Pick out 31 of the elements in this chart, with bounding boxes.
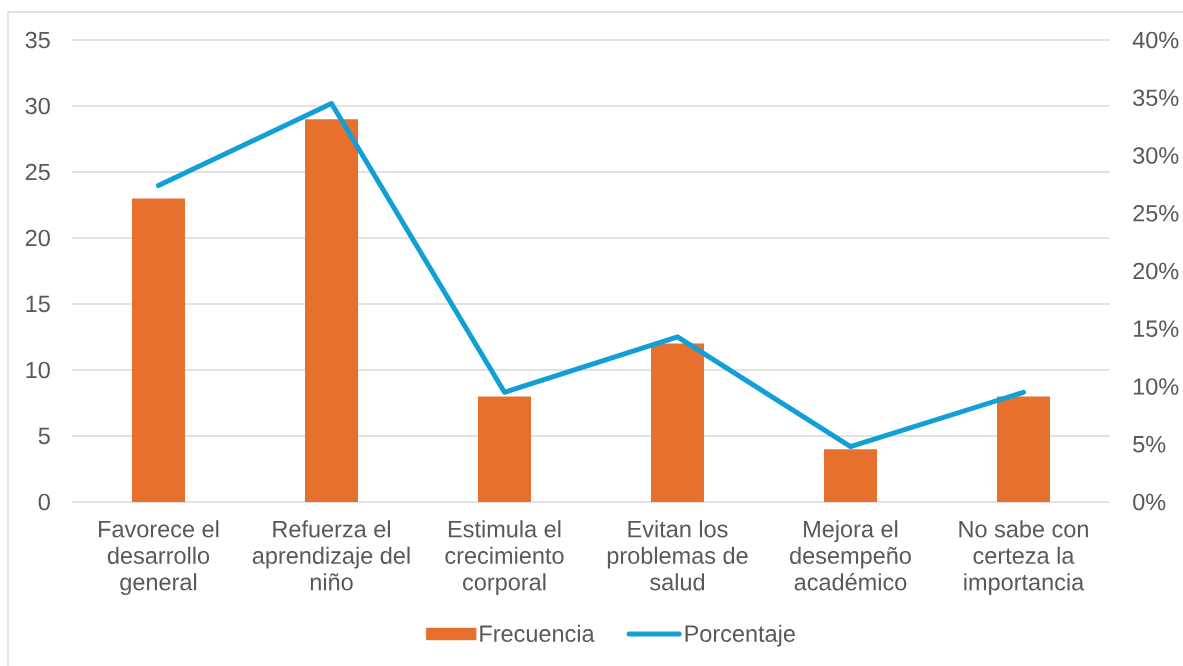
legend-label: Frecuencia — [480, 624, 595, 642]
x-tick-label: Favorece el desarrollo general — [99, 520, 219, 596]
y2-tick-label: 20% — [1133, 262, 1179, 280]
y-tick-label: 25 — [25, 163, 50, 181]
x-tick-label: Mejora el desempeño académico — [790, 520, 911, 591]
bar — [305, 119, 358, 502]
x-tick-label: Estimula el crecimiento corporal — [445, 520, 564, 596]
x-tick-label: Evitan los problemas de salud — [607, 520, 748, 591]
y2-tick-label: 40% — [1132, 31, 1179, 49]
bar — [996, 396, 1050, 502]
x-tick-label: No sabe con certeza la importancia — [959, 520, 1088, 596]
y-tick-label: 30 — [25, 97, 50, 115]
bar — [132, 198, 185, 502]
y-tick-label: 35 — [25, 31, 50, 49]
y2-tick-label: 35% — [1133, 89, 1179, 107]
x-tick-label: Refuerza el aprendizaje del niño — [252, 520, 410, 591]
y-tick-label: 20 — [25, 229, 50, 247]
bar — [650, 343, 704, 502]
y2-tick-label: 30% — [1133, 147, 1179, 164]
y-tick-label: 15 — [26, 295, 50, 313]
y2-tick-label: 0% — [1133, 493, 1166, 511]
bar — [823, 449, 877, 502]
y2-tick-label: 25% — [1133, 204, 1179, 222]
y2-tick-label: 5% — [1133, 435, 1166, 453]
y-tick-label: 0 — [38, 493, 50, 511]
y-tick-label: 5 — [38, 427, 50, 445]
y2-tick-label: 15% — [1133, 320, 1179, 338]
bar — [478, 396, 531, 502]
y2-tick-label: 10% — [1133, 378, 1179, 395]
legend-label: Porcentaje — [685, 624, 795, 647]
y-tick-label: 10 — [26, 361, 50, 379]
